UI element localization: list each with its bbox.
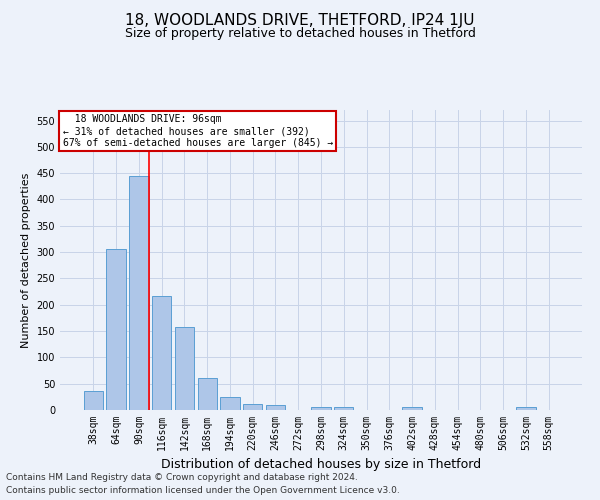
X-axis label: Distribution of detached houses by size in Thetford: Distribution of detached houses by size …	[161, 458, 481, 471]
Text: 18, WOODLANDS DRIVE, THETFORD, IP24 1JU: 18, WOODLANDS DRIVE, THETFORD, IP24 1JU	[125, 12, 475, 28]
Y-axis label: Number of detached properties: Number of detached properties	[21, 172, 31, 348]
Bar	[403, 408, 422, 410]
Text: Size of property relative to detached houses in Thetford: Size of property relative to detached ho…	[125, 28, 475, 40]
Bar	[334, 407, 353, 410]
Bar	[84, 390, 103, 410]
Bar	[220, 397, 239, 410]
Bar	[266, 406, 285, 410]
Bar	[243, 404, 262, 410]
Bar	[311, 408, 331, 410]
Bar	[197, 378, 217, 410]
Bar	[129, 176, 149, 410]
Bar	[516, 408, 536, 410]
Bar	[106, 250, 126, 410]
Text: Contains public sector information licensed under the Open Government Licence v3: Contains public sector information licen…	[6, 486, 400, 495]
Bar	[175, 328, 194, 410]
Text: Contains HM Land Registry data © Crown copyright and database right 2024.: Contains HM Land Registry data © Crown c…	[6, 474, 358, 482]
Text: 18 WOODLANDS DRIVE: 96sqm
← 31% of detached houses are smaller (392)
67% of semi: 18 WOODLANDS DRIVE: 96sqm ← 31% of detac…	[62, 114, 333, 148]
Bar	[152, 296, 172, 410]
